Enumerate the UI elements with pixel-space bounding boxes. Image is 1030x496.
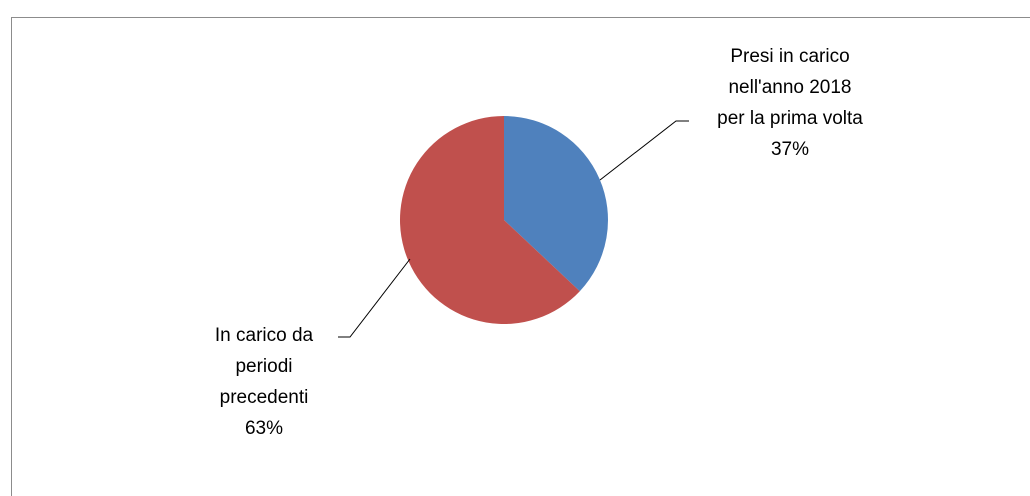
slice-label-line: In carico da — [215, 325, 314, 346]
slice-percent-label: 63% — [245, 418, 283, 439]
slice-label-group-in-carico: In carico da periodi precedenti 63% — [215, 325, 314, 439]
leader-line-1 — [338, 258, 411, 338]
pie-slice-1 — [399, 116, 580, 325]
slice-label-line: per la prima volta — [717, 108, 863, 129]
slice-label-group-presi: Presi in carico nell'anno 2018 per la pr… — [717, 46, 863, 160]
slice-label-line: Presi in carico — [730, 46, 849, 67]
slice-percent-label: 37% — [771, 139, 809, 160]
slice-label-line: periodi — [235, 356, 292, 377]
slice-label-line: nell'anno 2018 — [728, 77, 851, 98]
leader-lines — [338, 120, 689, 338]
slice-label-line: precedenti — [220, 387, 309, 408]
pie-slices — [399, 116, 608, 325]
leader-line-0 — [599, 120, 689, 181]
pie-slice-0 — [504, 116, 608, 292]
